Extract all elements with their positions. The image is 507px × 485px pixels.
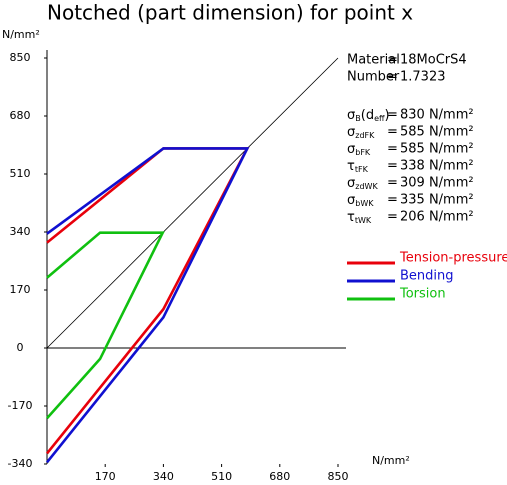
y-tick-label: 340 — [10, 225, 31, 238]
info-symbol: σB(deff) — [347, 108, 390, 123]
x-tick-label: 510 — [211, 470, 232, 483]
x-tick-label: 850 — [328, 470, 349, 483]
symbol-part: τ — [347, 159, 355, 174]
symbol-part: (d — [361, 108, 374, 123]
series-line — [45, 147, 250, 464]
y-tick-label: 680 — [10, 109, 31, 122]
info-equals: = — [387, 53, 398, 68]
subscript: tFK — [355, 165, 369, 174]
legend-label: Tension-pressure — [399, 251, 507, 266]
info-equals: = — [387, 210, 398, 225]
info-value: 335 N/mm² — [400, 193, 474, 208]
y-axis-label: N/mm² — [2, 28, 40, 41]
symbol-part: σ — [347, 142, 355, 157]
legend-label: Bending — [400, 269, 454, 284]
info-value: 338 N/mm² — [400, 159, 474, 174]
info-value: 830 N/mm² — [400, 108, 474, 123]
y-tick-label: -340 — [8, 457, 33, 470]
symbol-part: τ — [347, 210, 355, 225]
info-symbol: σbWK — [347, 193, 374, 208]
symbol-part: σ — [347, 108, 355, 123]
info-equals: = — [387, 125, 398, 140]
y-tick-label: 0 — [17, 341, 24, 354]
info-equals: = — [387, 108, 398, 123]
info-value: 585 N/mm² — [400, 125, 474, 140]
info-equals: = — [387, 176, 398, 191]
info-symbol: σbFK — [347, 142, 371, 157]
y-tick-label: -170 — [8, 399, 33, 412]
series-line — [46, 231, 165, 420]
x-tick-label: 170 — [95, 470, 116, 483]
info-symbol: τtWK — [347, 210, 372, 225]
info-value: 309 N/mm² — [400, 176, 474, 191]
y-tick-label: 170 — [10, 283, 31, 296]
info-key: Number — [347, 70, 400, 85]
info-equals: = — [387, 159, 398, 174]
info-value: 585 N/mm² — [400, 142, 474, 157]
info-equals: = — [387, 70, 398, 85]
info-equals: = — [387, 142, 398, 157]
x-tick-label: 340 — [153, 470, 174, 483]
subscript: bFK — [355, 148, 371, 157]
info-symbol: σzdWK — [347, 176, 378, 191]
symbol-part: σ — [347, 125, 355, 140]
legend-label: Torsion — [399, 287, 446, 302]
info-value: 206 N/mm² — [400, 210, 474, 225]
info-key: Material — [347, 53, 400, 68]
y-tick-label: 850 — [10, 51, 31, 64]
info-value: 18MoCrS4 — [400, 53, 467, 68]
subscript: zdFK — [355, 131, 375, 140]
info-symbol: τtFK — [347, 159, 369, 174]
info-value: 1.7323 — [400, 70, 446, 85]
chart-title: Notched (part dimension) for point x — [47, 1, 413, 25]
subscript: eff — [374, 114, 385, 123]
info-equals: = — [387, 193, 398, 208]
reference-diagonal — [46, 57, 339, 349]
x-tick-label: 680 — [269, 470, 290, 483]
subscript: B — [355, 114, 361, 123]
info-symbol: σzdFK — [347, 125, 375, 140]
symbol-part: σ — [347, 193, 355, 208]
symbol-part: ) — [385, 108, 390, 123]
symbol-part: σ — [347, 176, 355, 191]
subscript: zdWK — [355, 182, 378, 191]
y-tick-label: 510 — [10, 167, 31, 180]
subscript: tWK — [355, 216, 372, 225]
x-axis-label: N/mm² — [372, 454, 410, 467]
subscript: bWK — [355, 199, 374, 208]
series-line — [45, 147, 250, 455]
